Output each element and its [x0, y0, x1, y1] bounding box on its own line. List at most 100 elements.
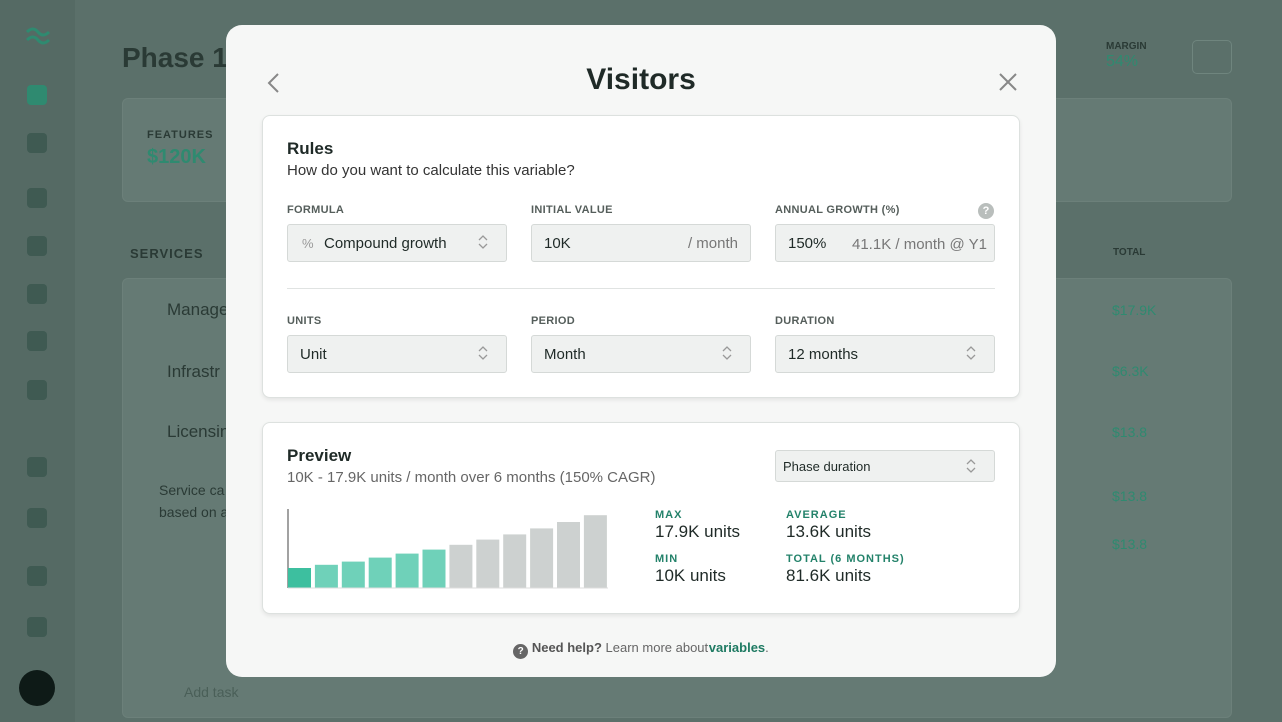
preview-title: Preview — [287, 446, 352, 465]
nav-icon[interactable] — [27, 566, 47, 586]
bar — [368, 557, 392, 588]
bar — [557, 522, 580, 588]
field-input[interactable]: Month — [531, 335, 751, 373]
field-input[interactable]: 12 months — [775, 335, 995, 373]
nav-icon[interactable] — [27, 85, 47, 105]
chevron — [478, 235, 488, 249]
nav-icon[interactable] — [27, 380, 47, 400]
stat-value: 17.9K units — [655, 522, 741, 541]
modal-title: Visitors — [586, 63, 696, 96]
chevron — [966, 459, 976, 473]
more-button[interactable] — [1192, 40, 1232, 74]
service-row[interactable]: Infrastr — [167, 362, 220, 381]
nav-icon[interactable] — [27, 284, 47, 304]
help-icon: ? — [513, 644, 529, 659]
stat-label: AVERAGE — [786, 509, 847, 521]
logo — [25, 27, 51, 45]
bar — [341, 561, 365, 588]
field-label: FORMULA — [287, 204, 345, 216]
bar — [449, 544, 473, 588]
total-label: TOTAL — [1113, 247, 1146, 258]
nav-icon[interactable] — [27, 236, 47, 256]
bar — [503, 534, 527, 588]
note-line: based on a — [159, 504, 229, 520]
stat-label: MAX — [655, 509, 683, 521]
back-button[interactable] — [266, 72, 282, 94]
bar — [583, 515, 607, 588]
row-total: $13.8 — [1112, 536, 1148, 552]
chevron-path — [478, 235, 488, 249]
field-value: Month — [544, 346, 586, 363]
duration-select[interactable]: Phase duration — [775, 450, 995, 482]
row-total: $13.8 — [1112, 488, 1148, 504]
service-row[interactable]: Licensin — [167, 422, 230, 441]
field-label: INITIAL VALUE — [531, 204, 613, 216]
field-value: 10K — [544, 235, 571, 252]
sidebar — [0, 0, 75, 722]
row-total: $13.8 — [1112, 424, 1148, 440]
bar — [395, 553, 419, 588]
field-value: 12 months — [788, 346, 859, 363]
field-value: 150% — [788, 235, 827, 252]
features-value: $120K — [147, 146, 206, 168]
rules-title: Rules — [287, 139, 334, 158]
services-label: SERVICES — [130, 246, 204, 261]
stat-value: 10K units — [655, 566, 726, 585]
help-icon[interactable]: ? — [978, 203, 994, 219]
bar — [530, 528, 554, 588]
select-value: Phase duration — [783, 459, 871, 474]
field-input[interactable]: 150% 41.1K / month @ Y1 — [775, 224, 995, 262]
chevron — [722, 346, 732, 360]
row-total: $6.3K — [1112, 363, 1149, 379]
nav-icon[interactable] — [27, 617, 47, 637]
stat-label: MIN — [655, 553, 679, 565]
add-task[interactable]: Add task — [184, 684, 239, 700]
chevron-path — [966, 346, 976, 360]
nav-icon[interactable] — [27, 133, 47, 153]
close-button[interactable] — [999, 73, 1017, 91]
field-input[interactable]: 10K / month — [531, 224, 751, 262]
divider — [287, 288, 995, 289]
nav-icon[interactable] — [27, 457, 47, 477]
help-end: . — [765, 640, 769, 655]
nav-icon[interactable] — [27, 508, 47, 528]
field-label: PERIOD — [531, 315, 575, 327]
stat-label: TOTAL (6 MONTHS) — [786, 553, 905, 565]
help-line: ? Need help? Learn more about variables. — [0, 640, 1282, 659]
bar — [422, 549, 446, 588]
margin-value: 54% — [1106, 53, 1139, 70]
help-text: Learn more about — [605, 640, 709, 655]
field-input[interactable]: Unit — [287, 335, 507, 373]
field-label: UNITS — [287, 315, 322, 327]
help-link[interactable]: variables — [708, 640, 766, 655]
avatar[interactable] — [19, 670, 55, 706]
percent-icon: % — [302, 236, 314, 251]
nav-icon[interactable] — [27, 331, 47, 351]
field-input[interactable]: % Compound growth — [287, 224, 507, 262]
stat-value: 13.6K units — [786, 522, 872, 541]
field-value: Unit — [300, 346, 327, 363]
field-value: Compound growth — [324, 235, 447, 252]
service-row[interactable]: Manage — [167, 300, 229, 319]
features-label: FEATURES — [147, 129, 214, 141]
field-label: ANNUAL GROWTH (%) — [775, 204, 900, 216]
chevron — [478, 346, 488, 360]
note-line: Service ca — [159, 482, 225, 498]
preview-chart — [287, 509, 608, 589]
bar — [476, 539, 500, 588]
chevron-path — [478, 346, 488, 360]
rules-subtitle: How do you want to calculate this variab… — [287, 162, 575, 179]
chevron — [966, 346, 976, 360]
preview-subtitle: 10K - 17.9K units / month over 6 months … — [287, 469, 656, 486]
bar — [314, 564, 338, 588]
margin-label: MARGIN — [1106, 41, 1147, 52]
field-suffix: / month — [687, 235, 738, 252]
field-label: DURATION — [775, 315, 835, 327]
chevron-path — [722, 346, 732, 360]
bar — [288, 568, 311, 588]
field-hint: 41.1K / month @ Y1 — [852, 236, 988, 253]
row-total: $17.9K — [1112, 302, 1157, 318]
page-title: Phase 1 — [122, 42, 228, 73]
nav-icon[interactable] — [27, 188, 47, 208]
